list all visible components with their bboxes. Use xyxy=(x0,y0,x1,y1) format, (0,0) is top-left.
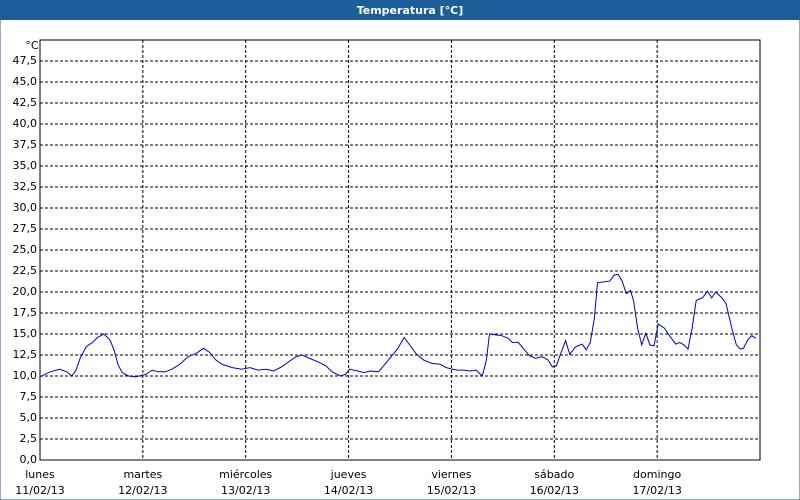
x-tick-label: sábado xyxy=(534,468,574,481)
x-tick-label: martes xyxy=(123,468,162,481)
y-tick-label: 5,0 xyxy=(20,411,38,424)
y-tick-label: 37,5 xyxy=(13,138,38,151)
plot-frame xyxy=(39,39,761,461)
y-tick-label: 10,0 xyxy=(13,369,38,382)
y-tick-label: 40,0 xyxy=(13,117,38,130)
y-tick-label: 15,0 xyxy=(13,327,38,340)
x-tick-label: 12/02/13 xyxy=(118,484,167,497)
y-tick-label: 42,5 xyxy=(13,96,38,109)
x-tick-label: 14/02/13 xyxy=(324,484,373,497)
x-tick-label: 16/02/13 xyxy=(530,484,579,497)
y-tick-label: 27,5 xyxy=(13,222,38,235)
y-tick-label: 22,5 xyxy=(13,264,38,277)
x-tick-label: jueves xyxy=(330,468,367,481)
y-tick-label: 47,5 xyxy=(13,54,38,67)
y-tick-label: 30,0 xyxy=(13,201,38,214)
x-tick-label: miércoles xyxy=(219,468,272,481)
x-tick-label: 13/02/13 xyxy=(221,484,270,497)
y-tick-label: 32,5 xyxy=(13,180,38,193)
x-tick-label: lunes xyxy=(25,468,55,481)
y-tick-label: 12,5 xyxy=(13,348,38,361)
y-tick-label: 25,0 xyxy=(13,243,38,256)
x-tick-label: 15/02/13 xyxy=(427,484,476,497)
line-series xyxy=(39,273,757,378)
y-axis-label: °C xyxy=(25,39,39,52)
x-tick-label: 17/02/13 xyxy=(632,484,681,497)
y-tick-label: 0,0 xyxy=(20,453,38,466)
x-tick-label: viernes xyxy=(431,468,471,481)
y-tick-label: 35,0 xyxy=(13,159,38,172)
title-bar xyxy=(0,0,800,20)
x-tick-label: 11/02/13 xyxy=(15,484,64,497)
y-tick-label: 45,0 xyxy=(13,75,38,88)
y-tick-label: 7,5 xyxy=(20,390,38,403)
y-tick-label: 20,0 xyxy=(13,285,38,298)
y-tick-label: 2,5 xyxy=(20,432,38,445)
chart-title: Temperatura [°C] xyxy=(357,4,464,17)
x-tick-label: domingo xyxy=(633,468,681,481)
y-tick-label: 17,5 xyxy=(13,306,38,319)
